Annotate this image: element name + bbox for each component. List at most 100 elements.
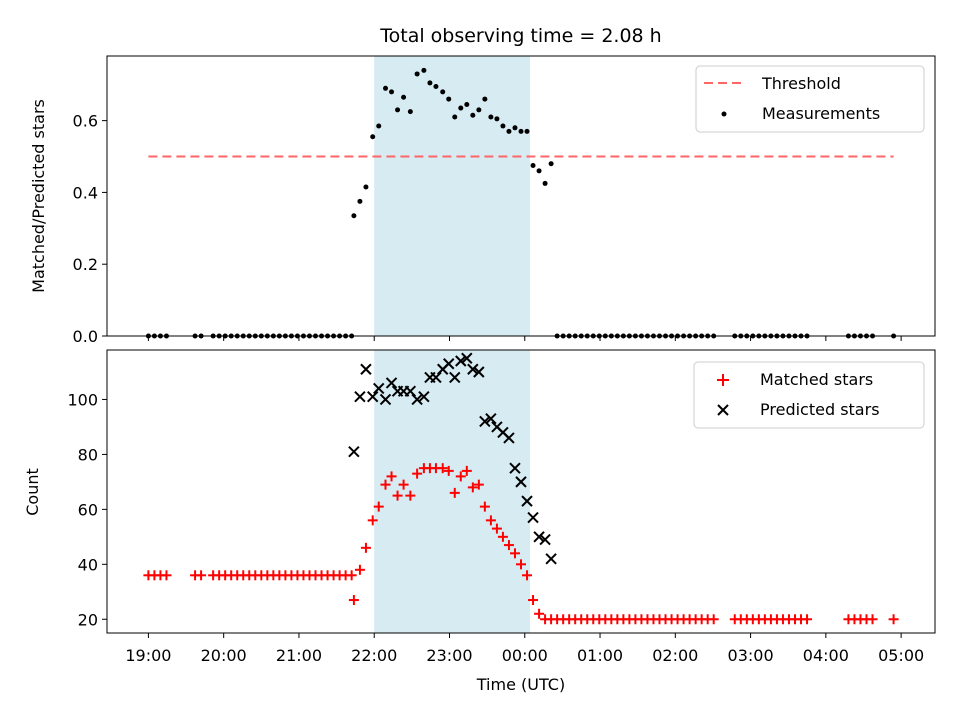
- measurement-point: [488, 114, 494, 120]
- predicted-star-marker: [430, 371, 442, 384]
- bottom-ytick-label: 60: [78, 500, 98, 519]
- predicted-legend-swatch: [717, 404, 729, 416]
- measurement-point: [548, 161, 554, 167]
- predicted-star-marker: [509, 462, 521, 474]
- matched-star-marker: [367, 515, 378, 526]
- matched-star-marker: [392, 490, 403, 501]
- bottom-y-ticks: 20 40 60 80 100: [67, 390, 107, 629]
- measurement-point: [407, 109, 413, 115]
- matched-star-marker: [509, 548, 520, 559]
- predicted-star-marker: [473, 366, 485, 378]
- matched-star-marker: [373, 501, 384, 512]
- bottom-xtick-label: 02:00: [652, 646, 698, 665]
- bottom-ytick-label: 40: [78, 555, 98, 574]
- measurement-point: [376, 123, 382, 129]
- predicted-star-marker: [411, 393, 423, 406]
- matched-star-marker: [888, 614, 899, 625]
- predicted-star-marker: [385, 377, 398, 389]
- panel-counts: 20 40 60 80 100 19:00 20:00 21:00 22:00 23:00 00:…: [23, 349, 936, 694]
- predicted-star-marker: [461, 352, 473, 364]
- predicted-star-marker: [485, 412, 497, 425]
- measurement-point: [433, 84, 439, 90]
- measurement-point: [395, 107, 401, 113]
- measurement-point: [494, 116, 500, 122]
- measurement-point: [440, 89, 446, 95]
- matched-star-marker: [360, 542, 371, 553]
- predicted-star-marker: [354, 391, 366, 403]
- predicted-star-marker: [373, 382, 385, 395]
- predicted-star-marker: [455, 355, 467, 367]
- bottom-legend-box: [693, 361, 925, 429]
- legend-threshold: Threshold: [761, 74, 841, 93]
- matched-star-marker: [467, 482, 478, 493]
- predicted-star-marker: [367, 391, 379, 403]
- matched-star-marker: [516, 559, 526, 570]
- measurement-point: [524, 128, 530, 134]
- predicted-star-marker: [467, 363, 479, 375]
- top-ytick-label: 0.0: [73, 327, 98, 346]
- measurement-point: [518, 128, 524, 134]
- matched-star-markers: [143, 463, 899, 625]
- matched-star-marker: [405, 490, 416, 501]
- top-ytick-label: 0.6: [73, 112, 98, 131]
- panel-ratio: 0.0 0.2 0.4 0.6 Total observing time = 2.08…: [29, 25, 936, 346]
- bottom-ylabel: Count: [23, 468, 42, 516]
- bottom-xtick-label: 05:00: [878, 646, 924, 665]
- top-legend-box: [695, 65, 925, 133]
- matched-star-marker: [867, 614, 878, 625]
- bottom-ytick-label: 80: [78, 445, 98, 464]
- bottom-xtick-label: 19:00: [125, 646, 171, 665]
- chart-title: Total observing time = 2.08 h: [379, 25, 661, 47]
- measurement-point: [401, 94, 407, 100]
- matched-star-marker: [398, 479, 409, 490]
- matched-star-marker: [503, 540, 514, 551]
- predicted-star-marker: [418, 391, 430, 403]
- top-legend: Threshold Measurements: [695, 65, 925, 133]
- top-ytick-label: 0.2: [73, 255, 98, 274]
- measurement-point: [363, 184, 369, 190]
- bottom-ytick-label: 100: [67, 390, 98, 409]
- measurement-point: [452, 114, 458, 120]
- predicted-star-marker: [348, 445, 360, 458]
- measurement-point: [414, 71, 420, 77]
- predicted-star-marker: [539, 533, 551, 546]
- measurement-point: [542, 180, 548, 186]
- measurement-point: [512, 125, 518, 131]
- legend-matched: Matched stars: [760, 370, 873, 389]
- matched-star-marker: [354, 564, 365, 575]
- measurement-point: [470, 112, 476, 118]
- matched-star-marker: [449, 487, 460, 498]
- measurement-point: [357, 198, 363, 204]
- predicted-star-marker: [449, 371, 461, 384]
- top-ylabel: Matched/Predicted stars: [29, 99, 48, 293]
- matched-star-marker: [708, 614, 719, 625]
- predicted-star-marker: [545, 553, 557, 565]
- measurement-point: [383, 85, 389, 91]
- top-y-ticks: 0.0 0.2 0.4 0.6: [73, 112, 107, 346]
- matched-star-marker: [461, 465, 472, 476]
- matched-star-marker: [348, 595, 359, 606]
- predicted-star-marker: [527, 511, 539, 524]
- bottom-axes-frame: [106, 349, 936, 634]
- measurement-point: [370, 134, 376, 140]
- matched-star-marker: [522, 570, 533, 581]
- matched-star-marker: [491, 523, 502, 534]
- predicted-star-marker: [533, 531, 545, 543]
- matched-star-marker: [412, 468, 423, 479]
- observing-window-shade-bottom: [374, 350, 531, 633]
- bottom-x-ticks: 19:00 20:00 21:00 22:00 23:00 00:00 01:00 02:00…: [125, 633, 924, 665]
- matched-star-marker: [473, 479, 484, 490]
- bottom-xtick-label: 03:00: [728, 646, 774, 665]
- bottom-xtick-label: 23:00: [426, 646, 472, 665]
- bottom-xtick-label: 22:00: [351, 646, 397, 665]
- bottom-legend: Matched stars Predicted stars: [693, 361, 925, 429]
- measurements-legend-swatch: [721, 111, 727, 117]
- predicted-star-markers: [348, 352, 557, 565]
- matched-star-marker: [485, 515, 496, 526]
- measurement-point: [427, 80, 433, 86]
- measurement-point: [421, 67, 427, 73]
- legend-measurements: Measurements: [762, 104, 880, 123]
- top-axes-frame: [106, 55, 936, 337]
- matched-star-marker: [380, 479, 391, 490]
